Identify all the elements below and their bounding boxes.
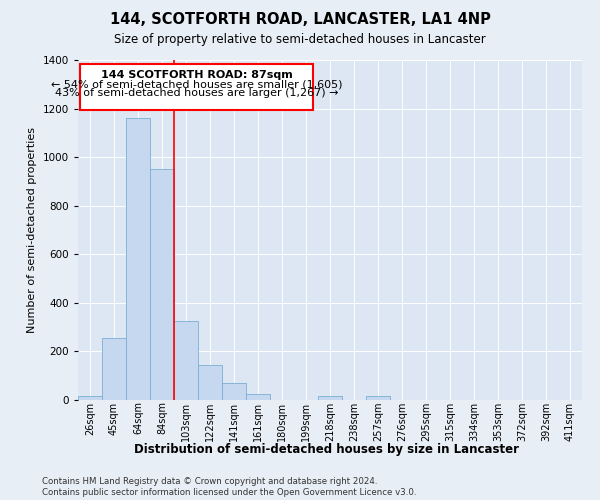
Text: Size of property relative to semi-detached houses in Lancaster: Size of property relative to semi-detach…	[114, 32, 486, 46]
Bar	[126, 118, 150, 400]
Text: 144, SCOTFORTH ROAD, LANCASTER, LA1 4NP: 144, SCOTFORTH ROAD, LANCASTER, LA1 4NP	[110, 12, 490, 28]
Y-axis label: Number of semi-detached properties: Number of semi-detached properties	[27, 127, 37, 333]
Text: ← 54% of semi-detached houses are smaller (1,605): ← 54% of semi-detached houses are smalle…	[51, 80, 343, 90]
Bar	[198, 365, 222, 400]
Text: Contains HM Land Registry data © Crown copyright and database right 2024.
Contai: Contains HM Land Registry data © Crown c…	[42, 478, 416, 497]
Bar	[222, 383, 246, 400]
FancyBboxPatch shape	[80, 64, 313, 110]
Bar	[366, 396, 390, 400]
Bar	[102, 338, 126, 400]
Text: 43% of semi-detached houses are larger (1,267) →: 43% of semi-detached houses are larger (…	[55, 88, 338, 98]
Text: Distribution of semi-detached houses by size in Lancaster: Distribution of semi-detached houses by …	[134, 442, 520, 456]
Bar	[246, 394, 270, 400]
Text: 144 SCOTFORTH ROAD: 87sqm: 144 SCOTFORTH ROAD: 87sqm	[101, 70, 293, 80]
Bar	[174, 321, 198, 400]
Bar	[150, 170, 174, 400]
Bar	[318, 396, 342, 400]
Bar	[78, 396, 102, 400]
